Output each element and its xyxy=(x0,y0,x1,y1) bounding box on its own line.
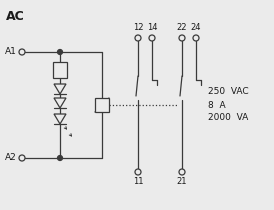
Circle shape xyxy=(19,155,25,161)
Text: 22: 22 xyxy=(177,24,187,33)
Text: A1: A1 xyxy=(5,47,17,56)
Circle shape xyxy=(19,49,25,55)
Text: 11: 11 xyxy=(133,177,143,186)
Text: 12: 12 xyxy=(133,24,143,33)
Circle shape xyxy=(135,35,141,41)
Polygon shape xyxy=(54,98,66,108)
Text: 21: 21 xyxy=(177,177,187,186)
Text: 250  VAC: 250 VAC xyxy=(208,88,249,97)
Text: AC: AC xyxy=(6,10,25,23)
Text: 2000  VA: 2000 VA xyxy=(208,113,248,122)
Text: 8  A: 8 A xyxy=(208,101,226,109)
Circle shape xyxy=(135,169,141,175)
Text: A2: A2 xyxy=(5,154,17,163)
Circle shape xyxy=(193,35,199,41)
Circle shape xyxy=(58,155,62,160)
Circle shape xyxy=(179,169,185,175)
Polygon shape xyxy=(54,114,66,124)
Polygon shape xyxy=(54,84,66,94)
Circle shape xyxy=(58,50,62,55)
Circle shape xyxy=(179,35,185,41)
Text: 24: 24 xyxy=(191,24,201,33)
Bar xyxy=(53,62,67,78)
Bar xyxy=(95,98,109,112)
Circle shape xyxy=(149,35,155,41)
Text: 14: 14 xyxy=(147,24,157,33)
